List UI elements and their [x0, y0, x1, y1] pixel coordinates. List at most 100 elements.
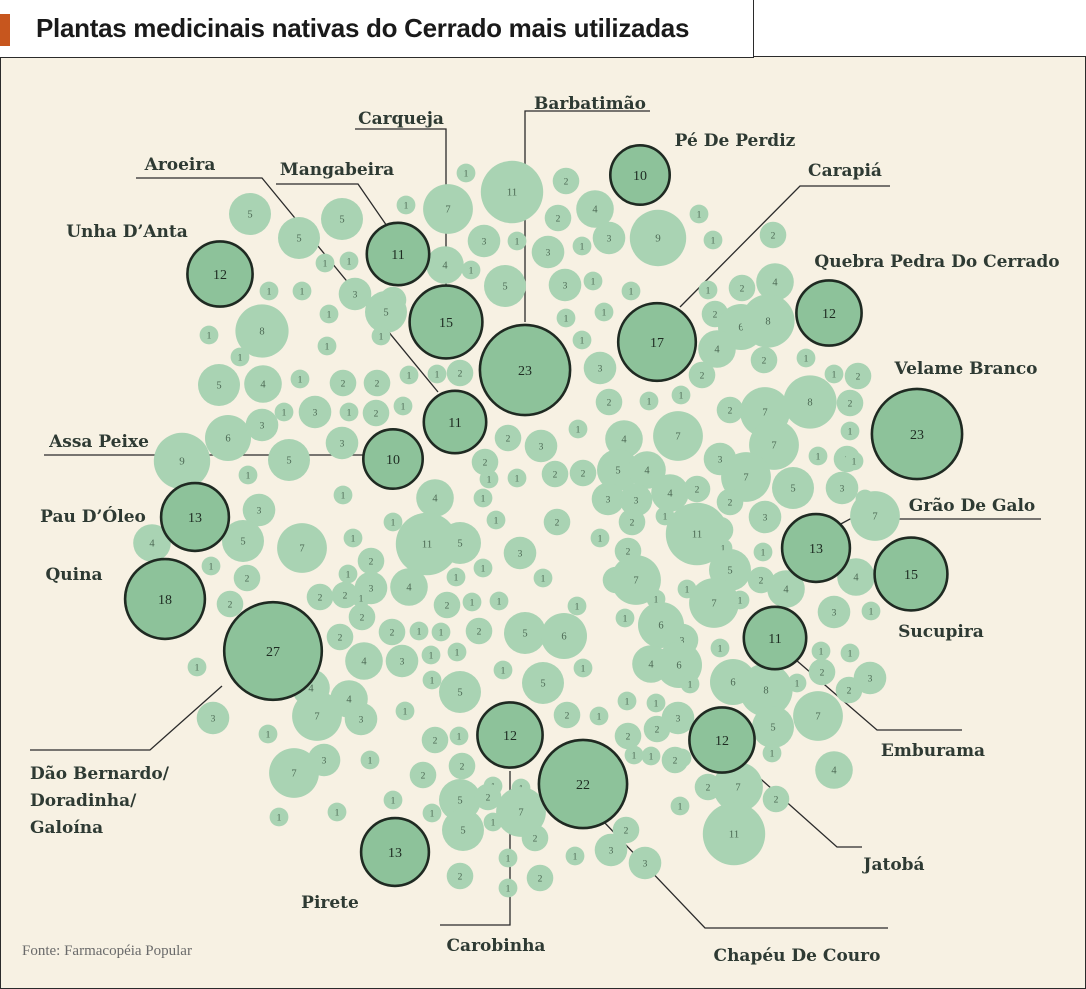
bubble [793, 691, 843, 741]
bubble-value: 2 [626, 548, 631, 558]
bubble-value: 2 [847, 687, 852, 697]
bubble [326, 623, 354, 651]
bubble-value: 1 [435, 371, 440, 381]
bubble-value: 1 [391, 519, 396, 529]
bubble [360, 750, 380, 770]
bubble [233, 564, 261, 592]
bubble-value: 1 [497, 598, 502, 608]
bubble-value: 5 [460, 826, 465, 837]
bubble [749, 420, 799, 470]
bubble-value: 3 [518, 550, 523, 560]
bubble-value: 1 [404, 202, 409, 212]
bubble-value: 1 [804, 355, 809, 365]
bubble-value: 2 [374, 410, 379, 420]
bubble-value: 5 [615, 466, 620, 477]
bubble-value: 1 [688, 681, 693, 691]
bubble [422, 670, 442, 690]
bubble-value: 1 [632, 752, 637, 762]
bubble [522, 662, 564, 704]
bubble [484, 265, 526, 307]
bubble [569, 459, 597, 487]
bubble [621, 281, 641, 301]
bubble [292, 281, 312, 301]
bubble-value: 2 [626, 733, 631, 743]
bubble-value: 3 [322, 757, 327, 767]
bubble [395, 701, 415, 721]
bubble [808, 446, 828, 466]
bubble-value: 1 [770, 750, 775, 760]
bubble-carqueja [408, 284, 484, 360]
bubble-value: 1 [346, 571, 351, 581]
bubble-value: 7 [633, 576, 638, 587]
bubble-value: 2 [533, 835, 538, 845]
bubble-value: 6 [738, 323, 743, 334]
bubble-value: 7 [711, 599, 716, 610]
bubble-value: 3 [763, 514, 768, 524]
bubble [242, 493, 276, 527]
bubble [552, 167, 580, 195]
bubble-value: 7 [445, 205, 450, 216]
bubble-value: 1 [623, 615, 628, 625]
bubble [446, 567, 466, 587]
bubble-value: 3 [340, 440, 345, 450]
bubble [421, 726, 449, 754]
bubble [498, 878, 518, 898]
bubble [521, 824, 549, 852]
bubble-value: 2 [445, 602, 450, 612]
bubble [493, 660, 513, 680]
bubble-value: 5 [339, 215, 344, 226]
bubble [351, 588, 371, 608]
bubble [840, 421, 860, 441]
bubble [628, 846, 662, 880]
bubble-value-dao-bernardo-doradinha-galoina: 27 [266, 645, 280, 660]
bubble-assa-peixe [361, 427, 424, 490]
bubble [665, 502, 729, 566]
label-carobinha: Carobinha [447, 936, 546, 956]
bubble [597, 449, 639, 491]
bubble [343, 528, 363, 548]
bubble-value: 1 [602, 309, 607, 319]
bubble-value: 4 [592, 205, 598, 216]
bubble-value: 8 [807, 398, 812, 409]
bubble-value: 1 [347, 409, 352, 419]
bubble-value: 2 [762, 357, 767, 367]
bubble [611, 555, 661, 605]
bubble-value: 2 [245, 575, 250, 585]
bubble-value: 4 [260, 380, 266, 391]
bubble-carobinha [476, 701, 544, 769]
bubble-value: 1 [564, 315, 569, 325]
bubble [383, 790, 403, 810]
bubble-value: 1 [761, 549, 766, 559]
bubble [245, 408, 279, 442]
bubble-value: 4 [831, 766, 837, 777]
bubble [496, 787, 546, 837]
bubble-value: 1 [246, 472, 251, 482]
bubble [423, 184, 473, 234]
bubble-value: 1 [464, 170, 469, 180]
bubble [422, 803, 442, 823]
bubble [486, 510, 506, 530]
bubble-value: 1 [718, 645, 723, 655]
bubble [739, 663, 793, 717]
bubble [653, 411, 703, 461]
bubble-value: 2 [820, 669, 825, 679]
bubble-value: 2 [695, 486, 700, 496]
bubble-chapeu-de-couro [537, 738, 629, 830]
bubble [671, 385, 691, 405]
bubble-value: 9 [179, 456, 185, 468]
bubble-value: 2 [673, 757, 678, 767]
bubble [399, 365, 419, 385]
bubble-value: 4 [667, 489, 673, 500]
bubble-value: 1 [591, 278, 596, 288]
bubble-dao-bernardo-doradinha-galoina [222, 600, 324, 702]
bubble [427, 364, 447, 384]
bubble [817, 595, 851, 629]
bubble-value: 2 [740, 285, 745, 295]
bubble [339, 251, 359, 271]
bubble-value: 7 [675, 432, 680, 443]
bubble-value: 2 [433, 737, 438, 747]
bubble [861, 601, 881, 621]
bubble-value: 11 [507, 187, 518, 199]
bubble [331, 581, 359, 609]
bubble-value: 2 [369, 558, 374, 568]
